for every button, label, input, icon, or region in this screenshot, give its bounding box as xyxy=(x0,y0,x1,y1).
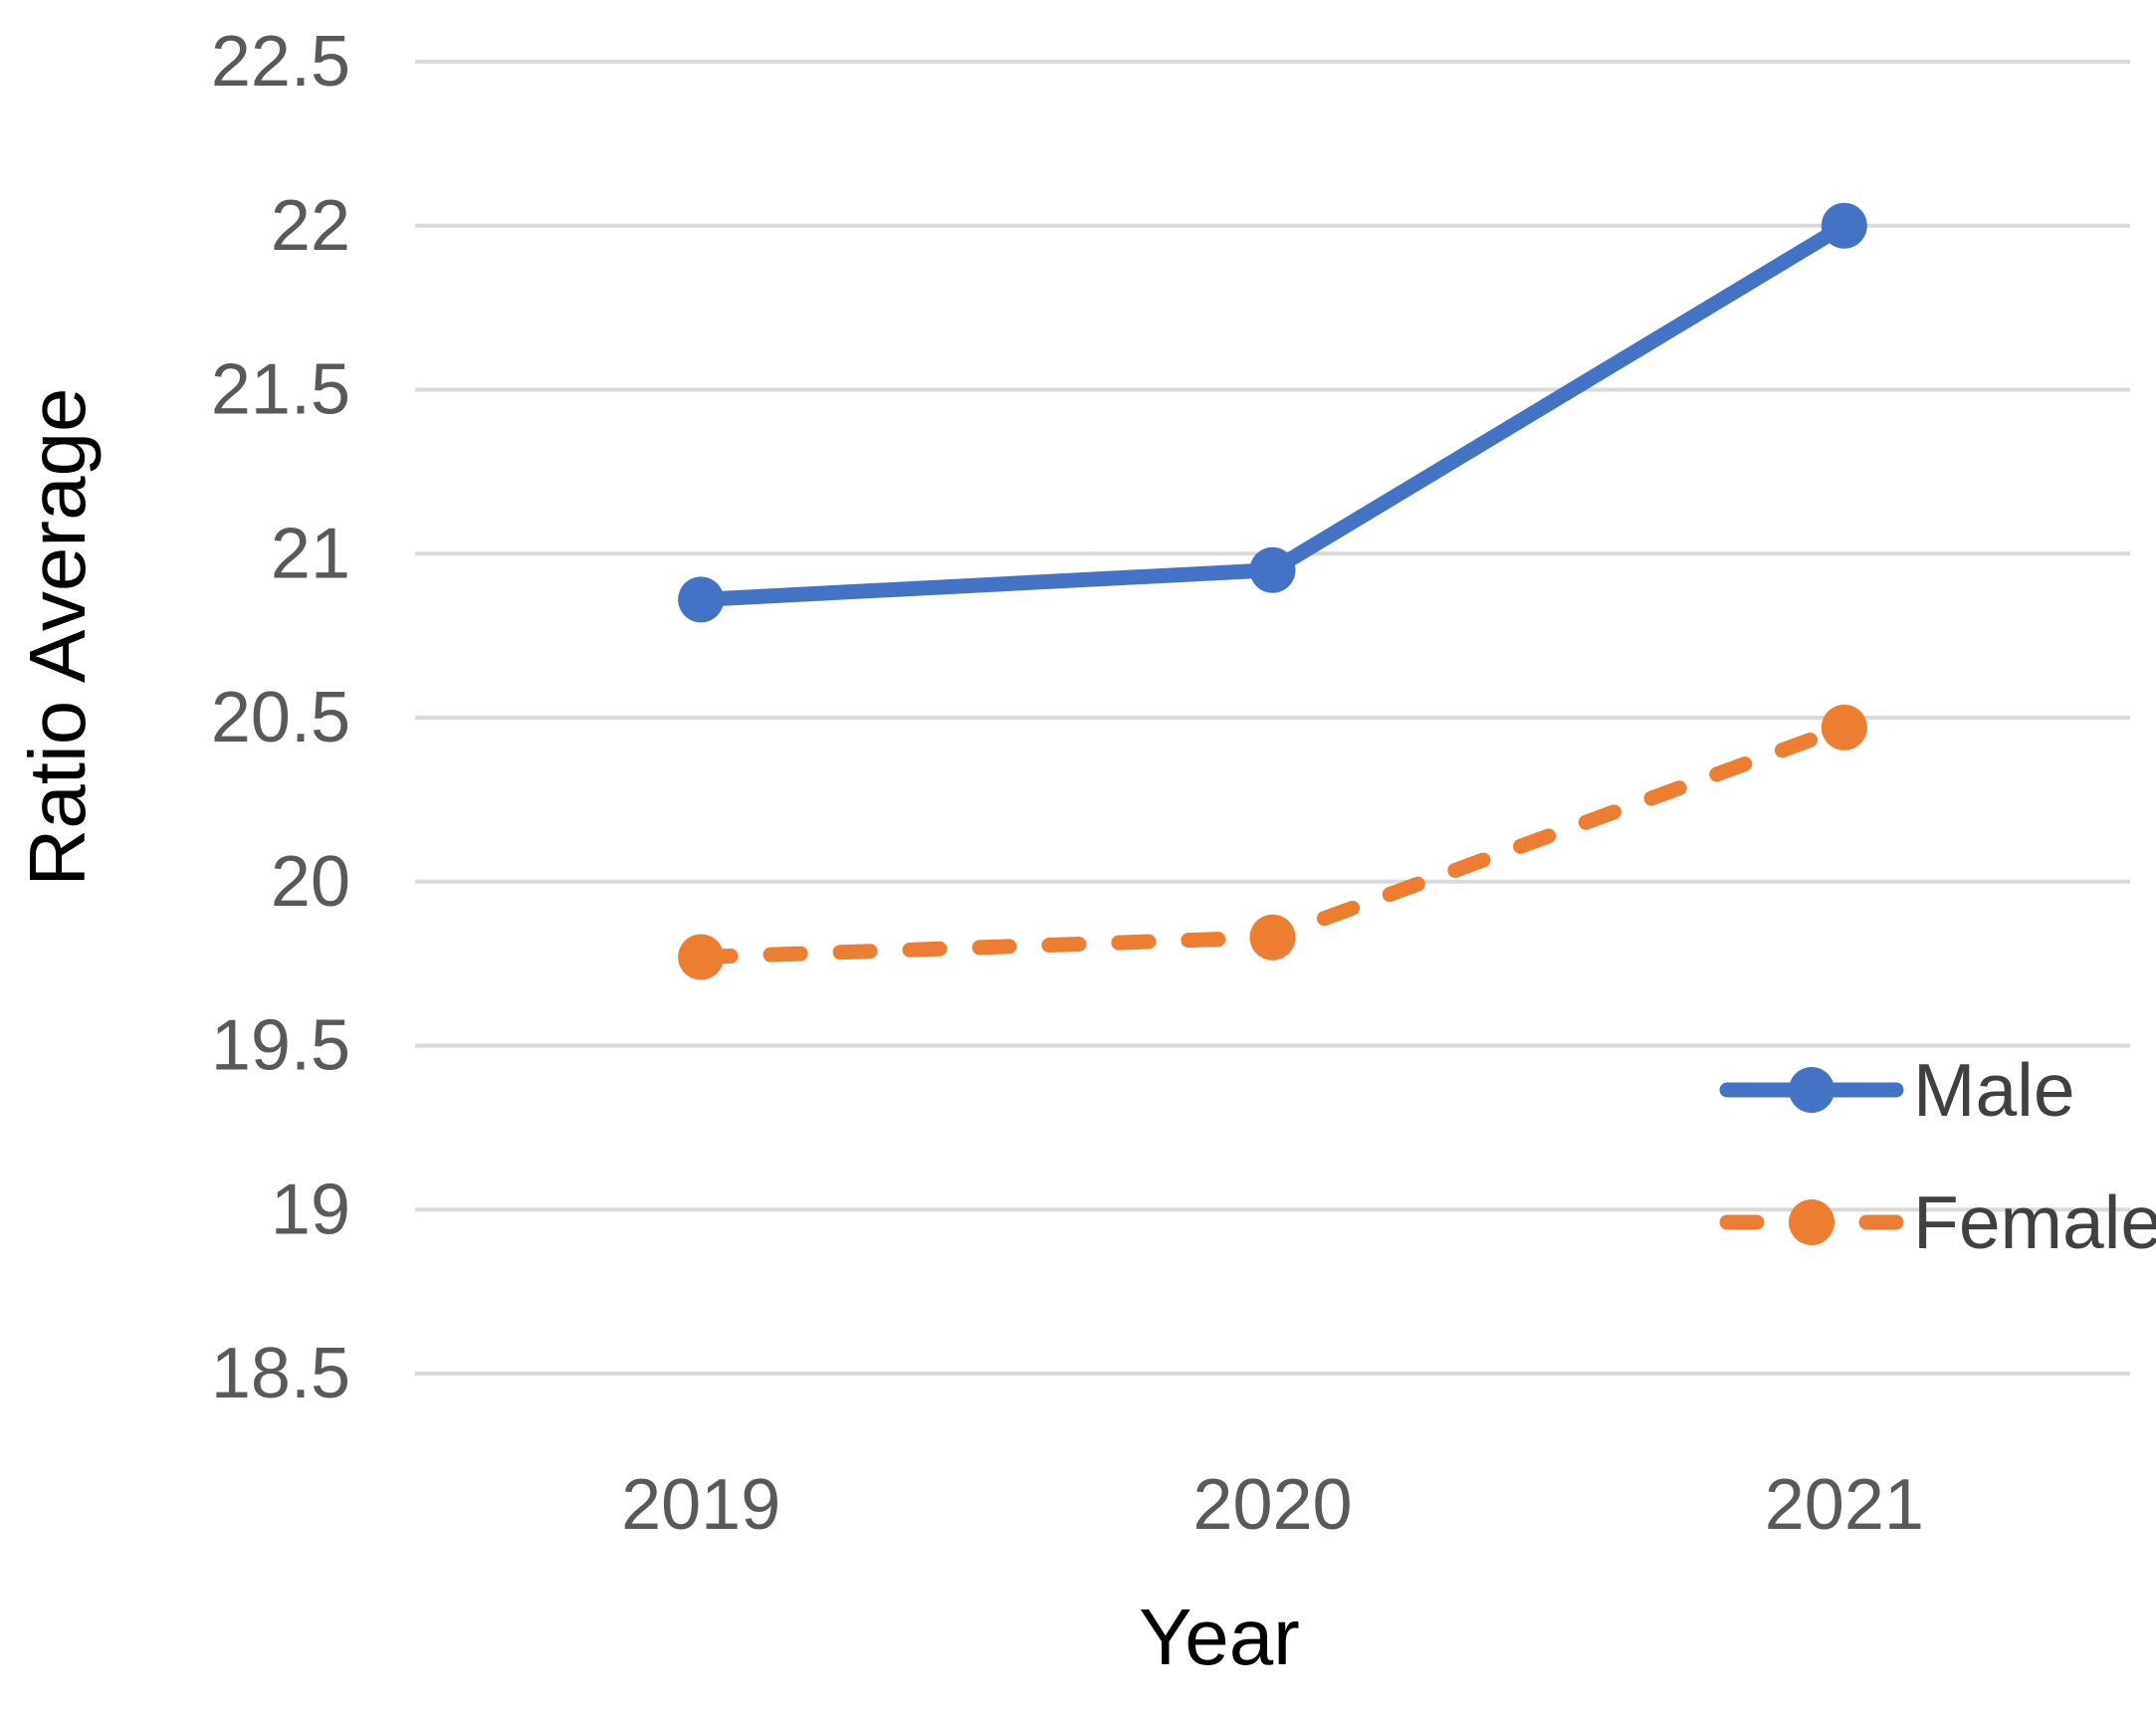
y-tick-label: 21.5 xyxy=(211,350,350,430)
y-tick-label: 22.5 xyxy=(211,22,350,102)
male-marker-2019 xyxy=(678,576,725,623)
x-tick-label: 2020 xyxy=(1192,1465,1352,1545)
legend-female-label: Female xyxy=(1913,1180,2156,1264)
x-tick-label: 2019 xyxy=(621,1465,780,1545)
y-tick-label: 19 xyxy=(271,1170,350,1249)
legend-female-marker xyxy=(1789,1199,1834,1245)
y-tick-label: 20 xyxy=(271,842,350,922)
female-marker-2019 xyxy=(678,934,725,980)
y-tick-label: 20.5 xyxy=(211,678,350,757)
x-tick-label: 2021 xyxy=(1765,1465,1924,1545)
male-marker-2021 xyxy=(1821,202,1867,249)
y-tick-label: 19.5 xyxy=(211,1006,350,1086)
female-marker-2021 xyxy=(1821,704,1867,751)
y-tick-label: 22 xyxy=(271,186,350,266)
y-tick-label: 21 xyxy=(271,514,350,593)
x-axis-title: Year xyxy=(1139,1593,1300,1681)
legend-male-marker xyxy=(1789,1067,1834,1113)
male-marker-2020 xyxy=(1249,546,1296,593)
y-tick-label: 18.5 xyxy=(211,1334,350,1413)
legend-male-label: Male xyxy=(1913,1048,2075,1132)
female-marker-2020 xyxy=(1249,914,1296,961)
male-series-line xyxy=(693,218,1852,607)
